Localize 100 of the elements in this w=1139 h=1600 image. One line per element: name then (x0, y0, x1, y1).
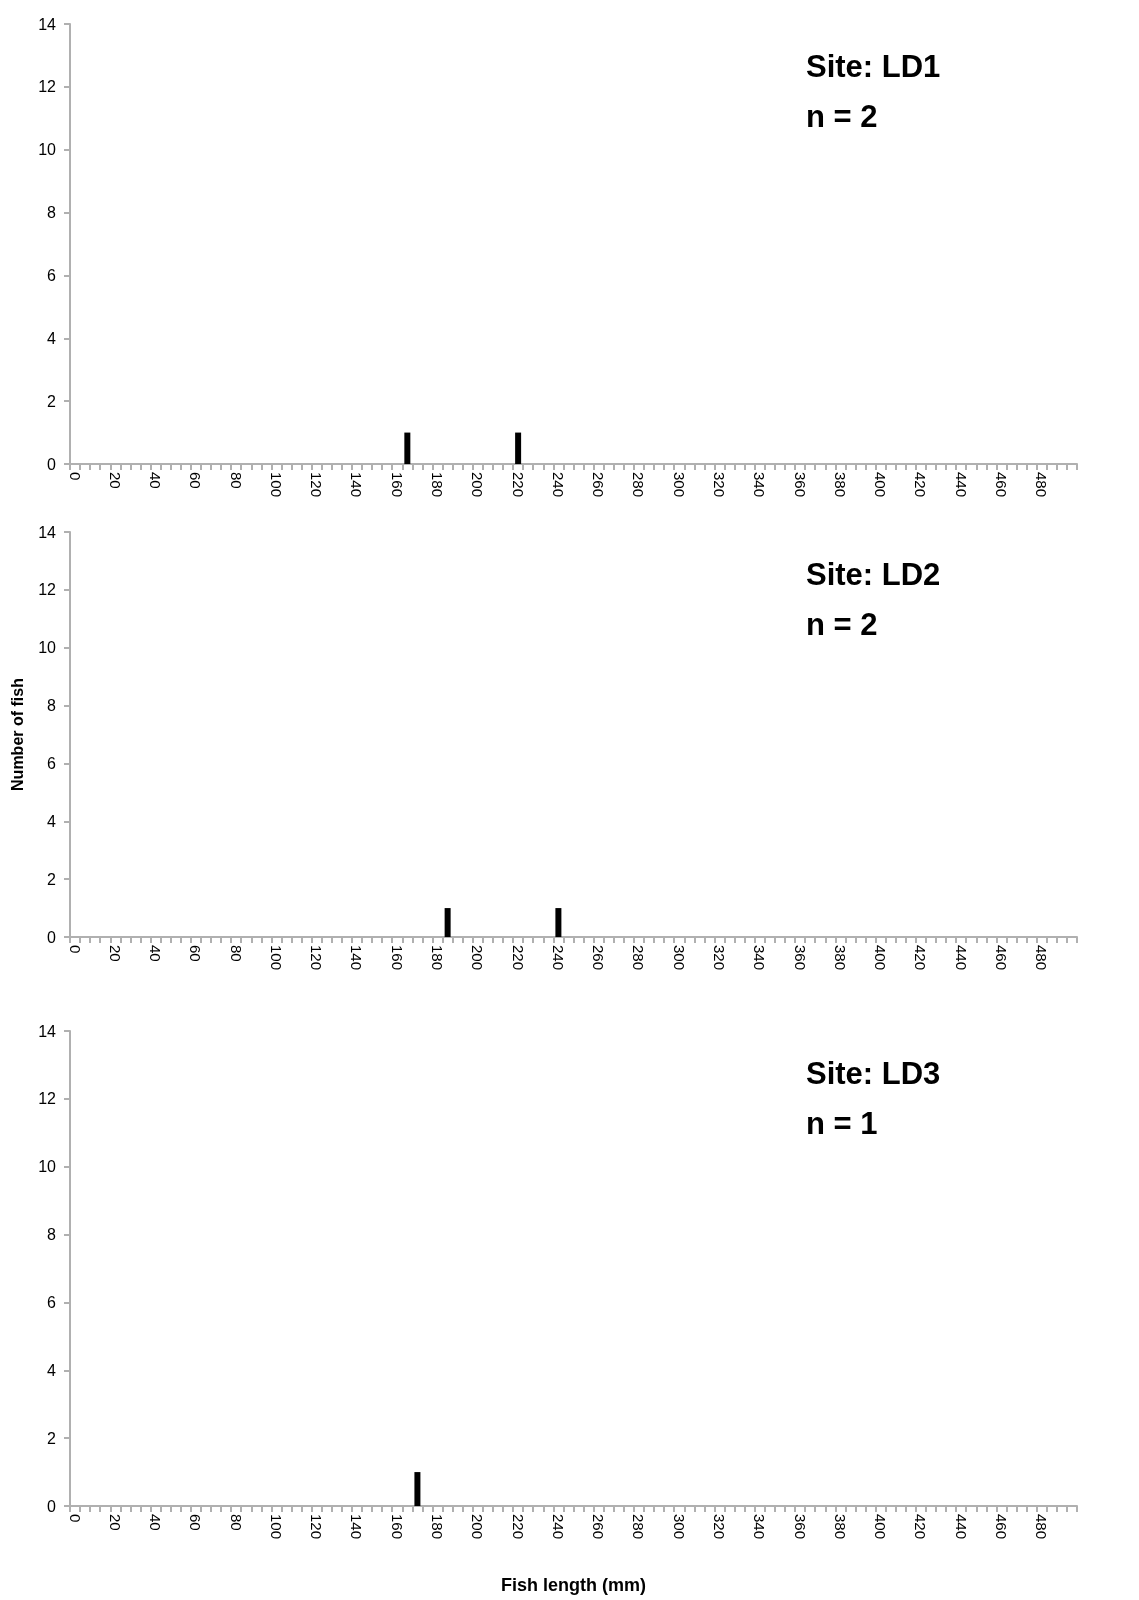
x-tick-label: 160 (388, 472, 406, 498)
x-tick-label: 20 (106, 472, 124, 489)
x-tick-label: 20 (106, 945, 124, 962)
x-tick-label: 140 (348, 1514, 366, 1540)
x-tick-label: 280 (630, 945, 648, 971)
y-tick-label: 2 (47, 1429, 57, 1447)
x-tick-label: 360 (791, 1514, 809, 1540)
x-tick-label: 180 (429, 945, 447, 971)
x-tick-label: 200 (469, 1514, 487, 1540)
x-tick-label: 220 (509, 1514, 527, 1540)
x-tick-label: 40 (147, 1514, 165, 1531)
x-tick-label: 340 (751, 472, 769, 498)
x-tick-label: 480 (1033, 472, 1051, 498)
x-tick-label: 280 (630, 472, 648, 498)
y-tick-label: 14 (38, 15, 57, 33)
x-tick-label: 0 (66, 1514, 84, 1523)
x-tick-label: 380 (831, 472, 849, 498)
x-tick-label: 240 (549, 945, 567, 971)
y-tick-label: 2 (47, 870, 57, 888)
y-tick-label: 10 (38, 1158, 57, 1176)
y-tick-label: 6 (47, 1293, 57, 1311)
x-tick-label: 300 (670, 945, 688, 971)
y-tick-label: 4 (47, 812, 57, 830)
y-tick-label: 0 (47, 928, 57, 946)
y-tick-label: 2 (47, 392, 57, 410)
annotation: Site: LD1 (806, 49, 941, 84)
x-tick-label: 60 (187, 1514, 205, 1531)
x-tick-label: 480 (1033, 1514, 1051, 1540)
x-tick-label: 320 (711, 945, 729, 971)
x-tick-label: 60 (187, 472, 205, 489)
x-tick-label: 400 (872, 1514, 890, 1540)
annotation: n = 1 (806, 1106, 878, 1141)
x-tick-label: 100 (267, 945, 285, 971)
x-tick-label: 440 (952, 1514, 970, 1540)
y-tick-label: 4 (47, 329, 57, 347)
x-tick-label: 180 (429, 472, 447, 498)
x-tick-label: 280 (630, 1514, 648, 1540)
y-tick-label: 10 (38, 639, 57, 657)
y-tick-label: 0 (47, 1497, 57, 1515)
x-tick-label: 120 (308, 1514, 326, 1540)
x-tick-label: 320 (711, 472, 729, 498)
y-tick-label: 8 (47, 204, 57, 222)
x-tick-label: 240 (549, 1514, 567, 1540)
y-tick-label: 12 (38, 1090, 57, 1108)
x-tick-label: 140 (348, 472, 366, 498)
x-tick-label: 160 (388, 1514, 406, 1540)
x-tick-label: 380 (831, 945, 849, 971)
x-tick-label: 120 (308, 945, 326, 971)
y-tick-label: 14 (38, 1022, 57, 1040)
x-tick-label: 100 (267, 472, 285, 498)
y-tick-label: 8 (47, 1226, 57, 1244)
x-tick-label: 360 (791, 945, 809, 971)
x-tick-label: 200 (469, 945, 487, 971)
x-tick-label: 40 (147, 472, 165, 489)
x-tick-label: 0 (66, 945, 84, 954)
annotation: Site: LD3 (806, 1056, 941, 1091)
x-tick-label: 360 (791, 472, 809, 498)
x-tick-label: 320 (711, 1514, 729, 1540)
x-tick-label: 420 (912, 945, 930, 971)
x-tick-label: 460 (992, 472, 1010, 498)
x-tick-label: 440 (952, 945, 970, 971)
x-tick-label: 220 (509, 945, 527, 971)
x-tick-label: 440 (952, 472, 970, 498)
annotation: Site: LD2 (806, 557, 941, 592)
y-tick-label: 6 (47, 266, 57, 284)
x-tick-label: 60 (187, 945, 205, 962)
x-tick-label: 160 (388, 945, 406, 971)
x-tick-label: 380 (831, 1514, 849, 1540)
annotation: n = 2 (806, 607, 878, 642)
y-tick-label: 12 (38, 581, 57, 599)
y-tick-label: 10 (38, 141, 57, 159)
x-tick-label: 20 (106, 1514, 124, 1531)
x-tick-label: 120 (308, 472, 326, 498)
y-tick-label: 12 (38, 78, 57, 96)
x-tick-label: 420 (912, 1514, 930, 1540)
x-tick-label: 80 (227, 945, 245, 962)
x-tick-label: 140 (348, 945, 366, 971)
x-tick-label: 340 (751, 1514, 769, 1540)
x-axis-title: Fish length (mm) (501, 1575, 646, 1595)
y-tick-label: 8 (47, 697, 57, 715)
y-axis-title: Number of fish (8, 678, 26, 791)
x-tick-label: 260 (590, 945, 608, 971)
x-tick-label: 220 (509, 472, 527, 498)
x-tick-label: 340 (751, 945, 769, 971)
y-tick-label: 6 (47, 754, 57, 772)
x-tick-label: 480 (1033, 945, 1051, 971)
x-tick-label: 260 (590, 1514, 608, 1540)
x-tick-label: 300 (670, 1514, 688, 1540)
y-tick-label: 14 (38, 523, 57, 541)
x-tick-label: 200 (469, 472, 487, 498)
x-tick-label: 240 (549, 472, 567, 498)
x-tick-label: 460 (992, 945, 1010, 971)
x-tick-label: 40 (147, 945, 165, 962)
y-tick-label: 4 (47, 1361, 57, 1379)
x-tick-label: 100 (267, 1514, 285, 1540)
annotation: n = 2 (806, 99, 878, 134)
x-tick-label: 400 (872, 472, 890, 498)
x-tick-label: 80 (227, 1514, 245, 1531)
y-tick-label: 0 (47, 455, 57, 473)
x-tick-label: 80 (227, 472, 245, 489)
